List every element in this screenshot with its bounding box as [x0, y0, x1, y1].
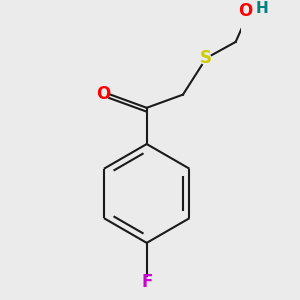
Text: S: S	[200, 50, 212, 68]
Text: F: F	[141, 273, 152, 291]
Text: O: O	[238, 2, 253, 20]
Text: O: O	[96, 85, 110, 103]
Text: H: H	[256, 2, 269, 16]
